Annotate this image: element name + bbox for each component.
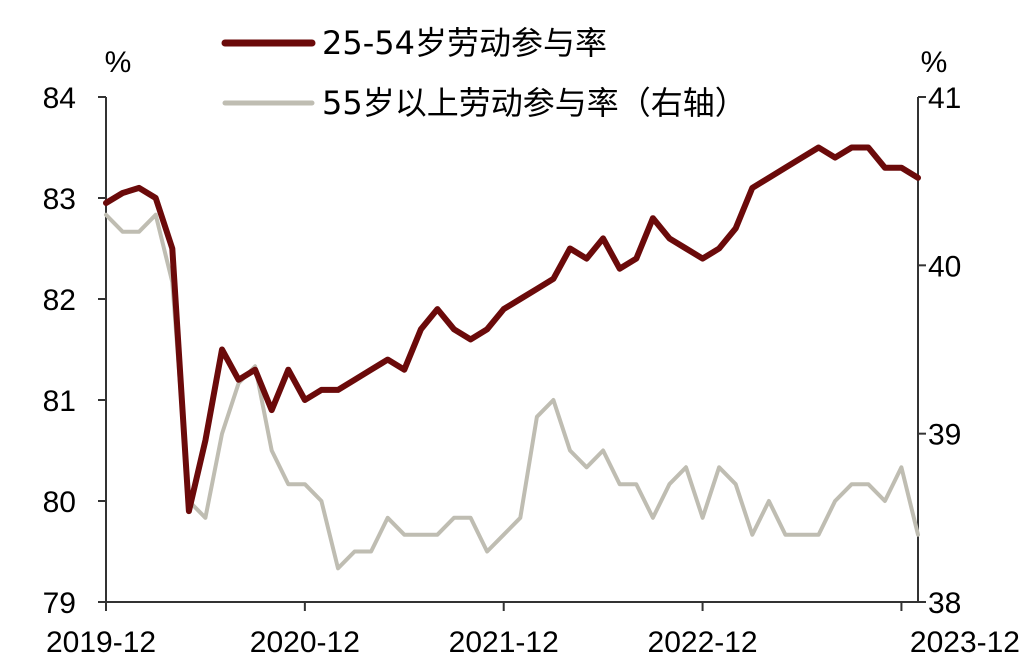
right-tick-label: 39	[928, 419, 961, 452]
legend-label-older: 55岁以上劳动参与率（右轴）	[322, 84, 747, 122]
x-tick-label: 2020-12	[250, 626, 360, 659]
left-tick-label: 82	[43, 284, 76, 317]
left-tick-label: 79	[43, 587, 76, 620]
right-tick-label: 40	[928, 250, 961, 283]
x-tick-label: 2021-12	[449, 626, 559, 659]
x-tick-label: 2022-12	[648, 626, 758, 659]
legend-label-prime-age: 25-54岁劳动参与率	[322, 24, 607, 62]
legend: 25-54岁劳动参与率 55岁以上劳动参与率（右轴）	[221, 24, 747, 122]
left-tick-label: 81	[43, 385, 76, 418]
x-tick-label: 2023-12	[910, 626, 1020, 659]
series-line-prime-age	[103, 144, 921, 515]
right-axis-ticks: 38 39 40 41	[918, 82, 961, 620]
left-tick-label: 84	[43, 82, 76, 115]
right-tick-label: 41	[928, 82, 961, 115]
x-tick-label: 2019-12	[46, 626, 156, 659]
x-axis-ticks: 2019-12 2020-12 2021-12 2022-12 2023-12	[46, 602, 1020, 659]
series-layer	[103, 144, 921, 571]
right-axis-unit: %	[921, 46, 948, 79]
left-axis-ticks: 79 80 81 82 83 84	[43, 82, 106, 620]
right-tick-label: 38	[928, 587, 961, 620]
left-axis-unit: %	[105, 46, 132, 79]
series-line-older	[104, 212, 920, 571]
left-tick-label: 80	[43, 486, 76, 519]
left-tick-label: 83	[43, 183, 76, 216]
